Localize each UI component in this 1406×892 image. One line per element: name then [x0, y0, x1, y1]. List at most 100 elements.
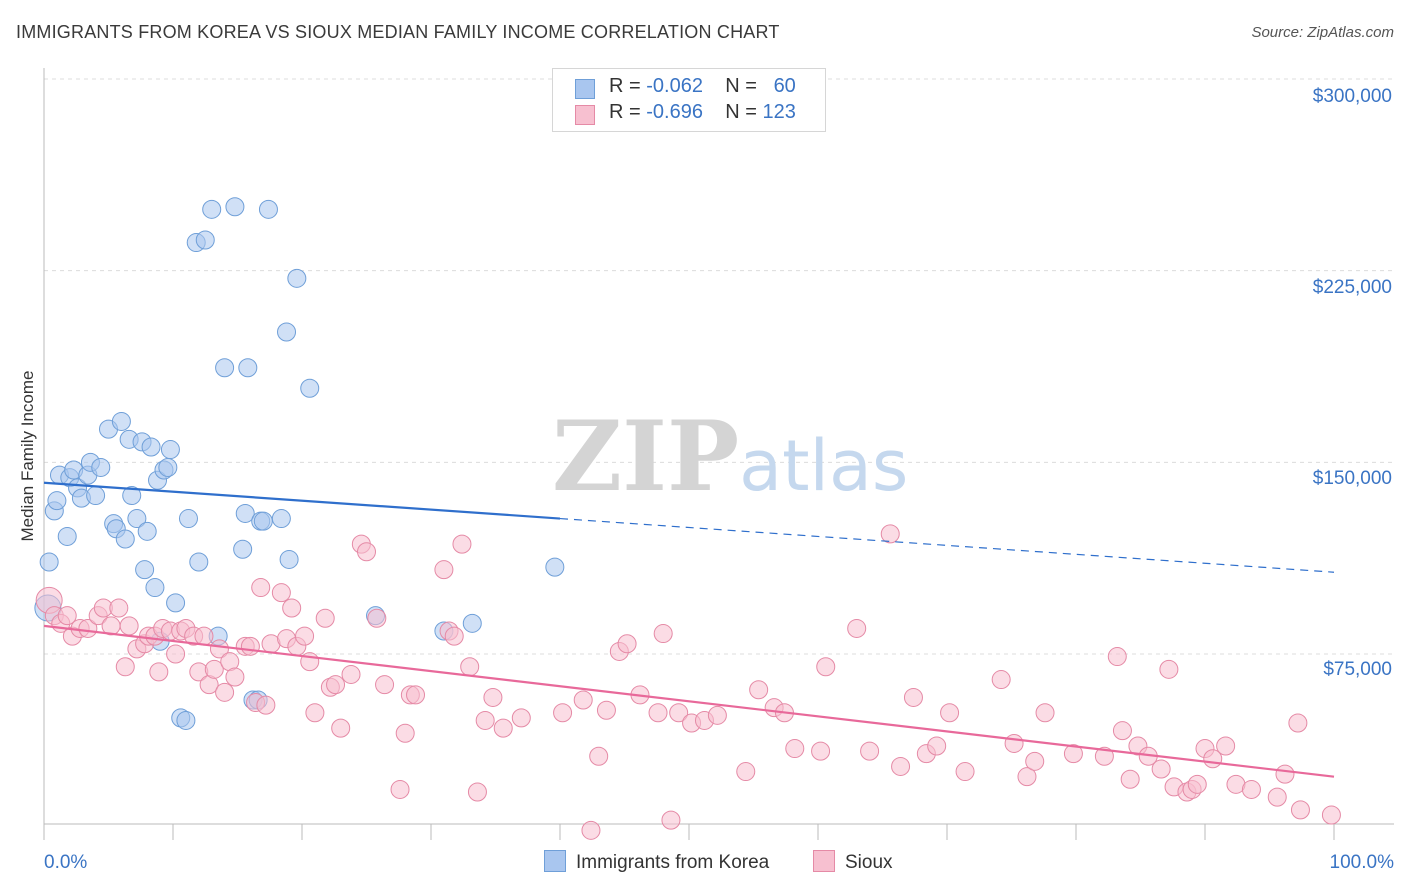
data-point: [357, 542, 376, 562]
source-label: Source: ZipAtlas.com: [1251, 24, 1394, 41]
legend-r-value: -0.062: [646, 75, 703, 97]
data-point: [91, 457, 111, 477]
data-point: [467, 782, 487, 802]
data-point: [47, 491, 67, 511]
data-point: [880, 524, 900, 544]
data-point: [581, 820, 601, 840]
data-point: [160, 440, 180, 460]
data-point: [57, 526, 77, 546]
data-point: [233, 539, 253, 559]
data-point: [1094, 746, 1114, 766]
data-point: [390, 779, 410, 799]
data-point: [178, 509, 198, 529]
trend-line-solid: [43, 481, 561, 520]
data-point: [648, 703, 668, 723]
data-point: [251, 578, 271, 598]
watermark-zip: ZIP: [552, 400, 740, 513]
data-point: [736, 762, 756, 782]
y-tick-label: $225,000: [1312, 277, 1392, 298]
data-point: [444, 626, 464, 646]
bottom-legend-sioux: Sioux: [813, 850, 893, 874]
data-point: [122, 486, 142, 506]
data-point: [483, 687, 503, 707]
y-axis-label: Median Family Income: [18, 370, 37, 542]
data-point: [166, 644, 186, 664]
correlation-legend: R = -0.062 N = 60 R = -0.696 N = 123: [552, 68, 826, 132]
data-point: [811, 741, 831, 761]
data-point: [669, 703, 689, 723]
trend-line-dashed: [559, 517, 1335, 573]
data-point: [860, 741, 880, 761]
data-point: [194, 626, 214, 646]
data-point: [1288, 713, 1308, 733]
data-point: [1267, 787, 1287, 807]
data-point: [109, 598, 129, 618]
bottom-legend-label-sioux: Sioux: [845, 852, 893, 873]
data-point: [1290, 800, 1310, 820]
data-point: [1241, 779, 1261, 799]
bottom-legend-swatch-korea: [544, 850, 566, 872]
data-point: [326, 675, 346, 695]
data-point: [341, 664, 361, 684]
y-tick-label: $75,000: [1323, 659, 1392, 680]
legend-r-label: R =: [609, 101, 641, 123]
data-point: [1216, 736, 1236, 756]
data-point: [1120, 769, 1140, 789]
data-point: [127, 509, 147, 529]
data-point: [253, 511, 273, 531]
data-point: [367, 608, 387, 628]
series-immigrants-from-korea: [34, 197, 565, 730]
data-point: [135, 560, 155, 580]
data-point: [927, 736, 947, 756]
legend-swatch-korea: [575, 79, 595, 99]
data-point: [176, 710, 196, 730]
data-point: [1187, 774, 1207, 794]
axes: [43, 68, 1394, 840]
data-point: [395, 723, 415, 743]
data-point: [282, 598, 302, 618]
data-point: [707, 705, 727, 725]
legend-n-value: 60: [773, 75, 796, 97]
data-point: [1017, 767, 1037, 787]
data-point: [475, 710, 495, 730]
series-sioux: [35, 524, 1341, 840]
data-point: [271, 509, 291, 529]
data-point: [189, 552, 209, 572]
data-point: [57, 606, 77, 626]
data-point: [119, 616, 139, 636]
x-tick-label: 100.0%: [1329, 852, 1394, 873]
data-point: [145, 578, 165, 598]
data-point: [225, 667, 245, 687]
data-point: [258, 199, 278, 219]
data-point: [749, 680, 769, 700]
legend-r-label: R =: [609, 75, 641, 97]
data-point: [596, 700, 616, 720]
data-point: [460, 657, 480, 677]
data-point: [238, 358, 258, 378]
data-point: [1112, 721, 1132, 741]
bottom-legend-korea: Immigrants from Korea: [544, 850, 769, 874]
data-point: [406, 685, 426, 705]
data-point: [1159, 659, 1179, 679]
data-point: [903, 687, 923, 707]
data-point: [78, 618, 98, 638]
data-point: [434, 560, 454, 580]
data-point: [115, 529, 135, 549]
data-point: [141, 437, 161, 457]
data-point: [816, 657, 836, 677]
data-point: [462, 613, 482, 633]
data-point: [573, 690, 593, 710]
data-point: [452, 534, 472, 554]
data-point: [1004, 733, 1024, 753]
data-point: [847, 618, 867, 638]
data-point: [137, 521, 157, 541]
data-point: [204, 659, 224, 679]
data-point: [256, 695, 276, 715]
data-point: [279, 549, 299, 569]
data-point: [39, 552, 59, 572]
data-point: [225, 197, 245, 217]
watermark: ZIPatlas: [552, 400, 908, 513]
legend-n-value: 123: [762, 101, 796, 123]
data-point: [215, 682, 235, 702]
y-tick-label: $150,000: [1312, 468, 1392, 489]
